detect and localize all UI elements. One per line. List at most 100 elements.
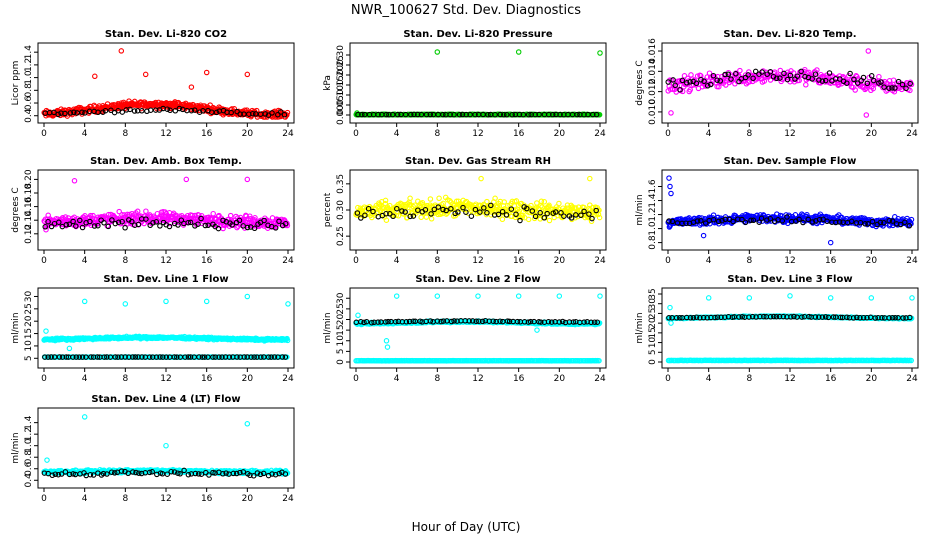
data-point bbox=[803, 82, 809, 88]
data-point bbox=[742, 219, 749, 226]
data-point bbox=[210, 354, 216, 360]
y-tick-label: 15 bbox=[336, 324, 346, 335]
x-tick-label: 24 bbox=[906, 129, 918, 139]
data-point bbox=[484, 210, 490, 216]
data-point bbox=[119, 109, 126, 115]
data-point bbox=[809, 219, 816, 225]
data-point bbox=[534, 200, 540, 206]
data-point bbox=[389, 111, 396, 118]
data-point bbox=[195, 221, 201, 227]
data-point bbox=[118, 48, 125, 54]
data-point bbox=[247, 213, 253, 219]
y-tick-label: 15 bbox=[648, 327, 658, 338]
series bbox=[353, 175, 603, 225]
data-point bbox=[188, 107, 195, 114]
data-point bbox=[710, 72, 717, 79]
data-point bbox=[698, 218, 704, 224]
data-point bbox=[447, 111, 453, 118]
data-point bbox=[407, 195, 413, 202]
data-point bbox=[881, 84, 887, 90]
data-point bbox=[679, 77, 686, 84]
data-point bbox=[164, 106, 171, 112]
x-tick-label: 12 bbox=[472, 374, 483, 384]
data-point bbox=[752, 68, 759, 75]
data-point bbox=[384, 344, 391, 350]
y-tick-label: 1.0 bbox=[648, 221, 658, 236]
data-point bbox=[174, 354, 180, 360]
data-point bbox=[553, 206, 559, 213]
data-point bbox=[527, 318, 534, 325]
data-point bbox=[416, 206, 422, 212]
series bbox=[665, 293, 915, 326]
data-point bbox=[581, 319, 587, 325]
data-point bbox=[478, 175, 484, 182]
data-point bbox=[203, 69, 210, 76]
x-tick-label: 24 bbox=[594, 374, 606, 384]
data-point bbox=[836, 219, 843, 225]
data-point bbox=[728, 76, 734, 82]
data-point bbox=[665, 79, 671, 85]
data-point bbox=[889, 218, 896, 224]
data-point bbox=[556, 319, 563, 325]
data-point bbox=[66, 221, 73, 228]
data-point bbox=[715, 218, 722, 225]
data-point bbox=[157, 354, 163, 360]
data-point bbox=[216, 354, 222, 360]
data-point bbox=[375, 319, 381, 325]
data-point bbox=[244, 293, 251, 300]
data-point bbox=[865, 221, 871, 227]
data-point bbox=[268, 354, 274, 360]
data-point bbox=[275, 111, 281, 118]
data-point bbox=[66, 345, 73, 352]
data-point bbox=[777, 75, 783, 81]
data-point bbox=[573, 212, 579, 218]
data-point bbox=[63, 354, 70, 360]
data-point bbox=[596, 207, 602, 213]
y-axis-label: degrees C bbox=[11, 187, 21, 232]
data-point bbox=[405, 208, 412, 215]
data-point bbox=[745, 72, 751, 78]
chart-panel: Stan. Dev. Gas Stream RH0 4 8 12 16 20 240.250… bbox=[323, 156, 607, 266]
data-point bbox=[722, 71, 728, 78]
data-point bbox=[481, 205, 487, 211]
data-point bbox=[596, 214, 603, 221]
data-point bbox=[443, 207, 449, 214]
plot-frame bbox=[661, 169, 919, 251]
x-tick-label: 12 bbox=[160, 129, 171, 139]
data-point bbox=[383, 338, 390, 344]
data-point bbox=[666, 218, 672, 224]
data-point bbox=[199, 354, 206, 360]
data-point bbox=[79, 224, 86, 231]
data-point bbox=[827, 239, 834, 246]
data-point bbox=[750, 217, 757, 224]
data-point bbox=[365, 205, 372, 212]
data-point bbox=[59, 215, 66, 221]
data-point bbox=[746, 78, 753, 85]
y-tick-label: 0 bbox=[336, 359, 346, 365]
data-point bbox=[493, 318, 499, 325]
data-point bbox=[899, 81, 906, 88]
data-point bbox=[860, 74, 867, 81]
data-point bbox=[516, 111, 523, 118]
data-point bbox=[118, 354, 125, 360]
y-axis-label: kPa bbox=[323, 75, 333, 91]
data-point bbox=[876, 73, 882, 80]
data-point bbox=[415, 207, 421, 213]
data-point bbox=[794, 73, 801, 79]
data-point bbox=[495, 203, 501, 210]
data-point bbox=[460, 204, 466, 211]
data-point bbox=[476, 318, 482, 324]
y-tick-label: 0.8 bbox=[24, 83, 34, 98]
y-tick-label: 0.012 bbox=[648, 79, 658, 105]
x-tick-label: 0 bbox=[665, 256, 671, 266]
data-point bbox=[119, 218, 125, 225]
data-point bbox=[182, 354, 188, 360]
data-point bbox=[881, 220, 887, 226]
chart-panel: Stan. Dev. Amb. Box Temp.0 4 8 12 16 20 240.12… bbox=[11, 156, 295, 266]
data-point bbox=[520, 111, 527, 118]
data-point bbox=[250, 110, 256, 117]
data-point bbox=[71, 109, 77, 116]
data-point bbox=[139, 108, 145, 114]
data-point bbox=[668, 320, 674, 326]
data-point bbox=[142, 71, 149, 78]
